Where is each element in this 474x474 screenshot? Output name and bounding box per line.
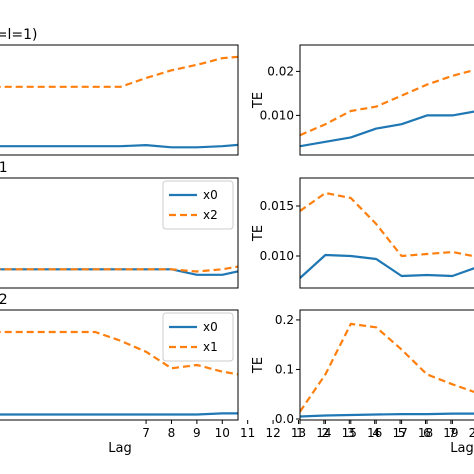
- y-tick-label: 0.2: [275, 313, 294, 327]
- series-line-0: [300, 110, 474, 148]
- x-tick-label: 6: [423, 426, 431, 440]
- x-tick-label: 15: [342, 426, 357, 440]
- axes-frame: [299, 177, 474, 289]
- x-tick-label: 4: [372, 426, 380, 440]
- y-tick-label: 0.0: [275, 412, 294, 426]
- x-tick-label: 16: [367, 426, 382, 440]
- series-line-1: [0, 265, 238, 273]
- x-axis-label: Lag: [450, 441, 473, 456]
- series-line-1: [0, 55, 238, 88]
- legend-box: [162, 180, 234, 230]
- series-line-0: [0, 268, 238, 276]
- axes-frame: [0, 44, 239, 156]
- subplot-title: x1: [0, 160, 8, 176]
- series-line-1: [0, 330, 238, 376]
- series-line-1: [300, 69, 474, 137]
- legend-label: x1: [203, 340, 218, 354]
- axes-frame: [0, 309, 239, 421]
- x-tick-label: 9: [193, 426, 201, 440]
- subplot-title: x0 (k=l=1): [0, 27, 37, 43]
- x-tick-label: 18: [418, 426, 433, 440]
- y-axis-label: TE: [251, 92, 266, 109]
- subplot-0: x0 (k=l=1): [0, 27, 239, 156]
- x-tick-label: 5: [398, 426, 406, 440]
- series-line-0: [300, 253, 474, 279]
- series-line-0: [0, 143, 238, 149]
- subplot-title: x2: [0, 292, 8, 308]
- legend-box: [162, 312, 234, 362]
- axes-frame: [0, 177, 239, 289]
- series-line-0: [300, 412, 474, 418]
- x-tick-label: 17: [392, 426, 407, 440]
- x-tick-label: 12: [265, 426, 280, 440]
- legend-label: x0: [203, 188, 218, 202]
- x-tick-label: 13: [291, 426, 306, 440]
- y-axis-label: TE: [251, 225, 266, 242]
- x-tick-label: 2: [322, 426, 330, 440]
- series-line-1: [300, 322, 474, 413]
- x-tick-label: 14: [316, 426, 331, 440]
- x-tick-label: 1: [296, 426, 304, 440]
- y-tick-label: 0.010: [260, 108, 294, 122]
- x-tick-label: 3: [347, 426, 355, 440]
- series-line-1: [300, 191, 474, 258]
- legend-label: x0: [203, 320, 218, 334]
- x-tick-label: 7: [142, 426, 150, 440]
- subplot-4: x27891011121314151617181920Lagx0x1: [0, 292, 474, 456]
- x-tick-label: 11: [240, 426, 255, 440]
- x-tick-label: 19: [443, 426, 458, 440]
- y-tick-label: 0.010: [260, 249, 294, 263]
- x-axis-label: Lag: [108, 441, 131, 456]
- y-tick-label: 0.1: [275, 362, 294, 376]
- y-axis-label: TE: [251, 357, 266, 374]
- axes-frame: [299, 309, 474, 421]
- legend-label: x2: [203, 208, 218, 222]
- x-tick-label: 7: [449, 426, 457, 440]
- x-tick-label: 8: [168, 426, 176, 440]
- y-tick-label: 0.02: [267, 64, 294, 78]
- series-line-0: [0, 412, 238, 416]
- axes-frame: [299, 44, 474, 156]
- subplot-2: x1x0x2: [0, 160, 239, 289]
- y-tick-label: 0.015: [260, 199, 294, 213]
- subplot-5: x20.00.10.2TE12345678910Lag: [251, 309, 474, 456]
- x-tick-label: 20: [469, 426, 474, 440]
- x-tick-label: 10: [215, 426, 230, 440]
